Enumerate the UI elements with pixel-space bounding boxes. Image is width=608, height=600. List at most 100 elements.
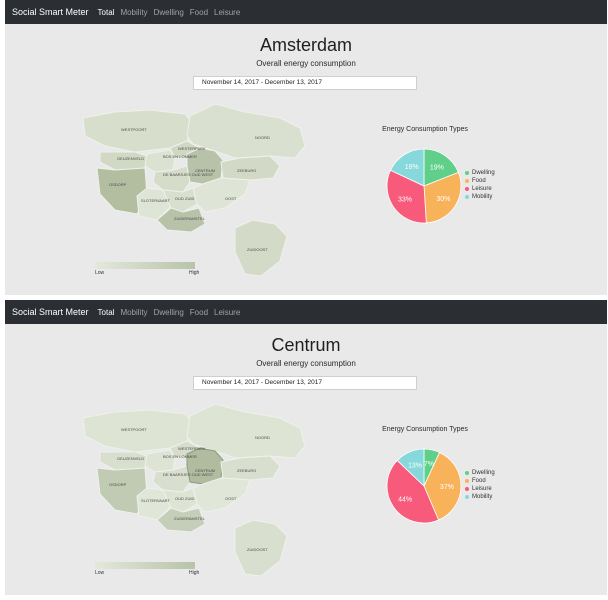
- legend-label-mobility: Mobility: [472, 194, 493, 200]
- legend-label-leisure: Leisure: [472, 486, 492, 492]
- nav-dwelling[interactable]: Dwelling: [153, 307, 184, 317]
- legend-item-mobility[interactable]: Mobility: [465, 493, 495, 501]
- pie-slice-food[interactable]: [423, 451, 462, 521]
- district-oost[interactable]: [192, 177, 251, 213]
- pie-title: Energy Consumption Types: [382, 426, 468, 433]
- map-label-centrum: CENTRUM: [195, 468, 215, 473]
- legend-item-mobility[interactable]: Mobility: [465, 193, 495, 201]
- pie-label-dwelling: 7%: [424, 461, 434, 468]
- pie-label-dwelling: 19%: [430, 165, 444, 172]
- map-label-oost: OOST: [225, 496, 237, 501]
- map-label-osdorp: OSDORP: [109, 482, 127, 487]
- legend-label-leisure: Leisure: [472, 186, 492, 192]
- date-range-picker[interactable]: November 14, 2017 - December 13, 2017: [193, 376, 417, 390]
- nav-mobility[interactable]: Mobility: [120, 307, 148, 317]
- map-label-oud-zuid: OUD ZUID: [175, 196, 194, 201]
- dwelling-swatch: [465, 471, 469, 475]
- pie-slice-leisure[interactable]: [386, 459, 440, 524]
- map-label-geuzenveld: GEUZENVELD: [117, 156, 144, 161]
- legend-label-food: Food: [472, 478, 486, 484]
- map-label-osdorp: OSDORP: [109, 182, 127, 187]
- page-subtitle: Overall energy consumption: [256, 359, 356, 368]
- map-label-noord: NOORD: [255, 435, 270, 440]
- nav-leisure[interactable]: Leisure: [214, 307, 241, 317]
- map-label-zeeburg: ZEEBURG: [237, 168, 256, 173]
- navbar: Social Smart Meter Total Mobility Dwelli…: [5, 300, 607, 324]
- page-title: Centrum: [271, 335, 341, 355]
- district-zuidoost[interactable]: [234, 519, 288, 577]
- dwelling-swatch: [465, 171, 469, 175]
- pie-slice-leisure[interactable]: [386, 169, 427, 224]
- legend-item-food[interactable]: Food: [465, 177, 495, 185]
- mobility-swatch: [465, 195, 469, 199]
- legend-item-dwelling[interactable]: Dwelling: [465, 469, 495, 477]
- map-label-westerpark: WESTERPARK: [178, 146, 206, 151]
- dashboard-screen-centrum: Social Smart Meter Total Mobility Dwelli…: [5, 300, 607, 595]
- page-subtitle: Overall energy consumption: [256, 59, 356, 68]
- map-label-oud-zuid: OUD ZUID: [175, 496, 194, 501]
- map-label-zuideramstel: ZUIDERAMSTEL: [174, 216, 206, 221]
- nav-dwelling[interactable]: Dwelling: [153, 7, 184, 17]
- legend-label-mobility: Mobility: [472, 494, 493, 500]
- map-label-zuidoost: ZUIDOOST: [247, 247, 268, 252]
- nav-food[interactable]: Food: [189, 307, 209, 317]
- map-label-westpoort: WESTPOORT: [121, 427, 147, 432]
- nav-total[interactable]: Total: [97, 307, 115, 317]
- map-label-noord: NOORD: [255, 135, 270, 140]
- legend-label-dwelling: Dwelling: [472, 470, 495, 476]
- map-label-westpoort: WESTPOORT: [121, 127, 147, 132]
- legend-label-dwelling: Dwelling: [472, 170, 495, 176]
- map-label-centrum: CENTRUM: [195, 168, 215, 173]
- food-swatch: [465, 479, 469, 483]
- pie-label-food: 30%: [436, 196, 450, 203]
- district-geuzenveld[interactable]: [99, 151, 148, 171]
- district-map: WESTPOORT NOORD WESTERPARK GEUZENVELD BO…: [82, 403, 306, 577]
- leisure-swatch: [465, 187, 469, 191]
- pie-slice-dwelling[interactable]: [423, 148, 459, 187]
- dashboard-screen-amsterdam: Social Smart Meter Total Mobility Dwelli…: [5, 0, 607, 295]
- district-oud-west[interactable]: [152, 165, 191, 193]
- nav-leisure[interactable]: Leisure: [214, 7, 241, 17]
- map-legend-high: High: [189, 270, 200, 276]
- energy-pie-chart: 19% 30% 33% 18%: [386, 148, 462, 224]
- nav-food[interactable]: Food: [189, 7, 209, 17]
- map-label-westerpark: WESTERPARK: [178, 446, 206, 451]
- legend-item-leisure[interactable]: Leisure: [465, 185, 495, 193]
- district-zuideramstel[interactable]: [156, 507, 206, 533]
- district-oud-west[interactable]: [152, 465, 191, 493]
- district-oost[interactable]: [192, 477, 251, 513]
- leisure-swatch: [465, 487, 469, 491]
- district-geuzenveld[interactable]: [99, 451, 148, 471]
- map-legend-low: Low: [95, 270, 105, 276]
- district-zuidoost[interactable]: [234, 219, 288, 277]
- nav-total[interactable]: Total: [97, 7, 115, 17]
- mobility-swatch: [465, 495, 469, 499]
- pie-label-leisure: 33%: [398, 196, 412, 203]
- map-legend-high: High: [189, 570, 200, 576]
- pie-label-food: 37%: [440, 484, 454, 491]
- map-label-oud-west: DE BAARSJES OUD WEST: [163, 172, 214, 177]
- page-title: Amsterdam: [259, 35, 353, 55]
- map-label-slotervaart: SLOTERVAART: [141, 498, 170, 503]
- pie-label-mobility: 18%: [405, 164, 419, 171]
- district-zuideramstel[interactable]: [156, 207, 206, 233]
- map-legend-low: Low: [95, 570, 105, 576]
- energy-pie-chart: 7% 37% 44% 13%: [386, 448, 462, 524]
- food-swatch: [465, 179, 469, 183]
- map-label-oud-west: DE BAARSJES OUD WEST: [163, 472, 214, 477]
- map-label-bos-en-lommer: BOS EN LOMMER: [163, 154, 197, 159]
- pie-slice-food[interactable]: [423, 171, 462, 224]
- brand-link[interactable]: Social Smart Meter: [12, 307, 89, 317]
- pie-legend: Dwelling Food Leisure Mobility: [465, 169, 495, 201]
- legend-item-food[interactable]: Food: [465, 477, 495, 485]
- navbar: Social Smart Meter Total Mobility Dwelli…: [5, 0, 607, 24]
- date-range-picker[interactable]: November 14, 2017 - December 13, 2017: [193, 76, 417, 90]
- brand-link[interactable]: Social Smart Meter: [12, 7, 89, 17]
- pie-slice-mobility[interactable]: [396, 448, 425, 487]
- map-legend-gradient: [95, 262, 195, 269]
- legend-item-dwelling[interactable]: Dwelling: [465, 169, 495, 177]
- map-label-slotervaart: SLOTERVAART: [141, 198, 170, 203]
- nav-mobility[interactable]: Mobility: [120, 7, 148, 17]
- pie-slice-mobility[interactable]: [389, 148, 425, 187]
- legend-item-leisure[interactable]: Leisure: [465, 485, 495, 493]
